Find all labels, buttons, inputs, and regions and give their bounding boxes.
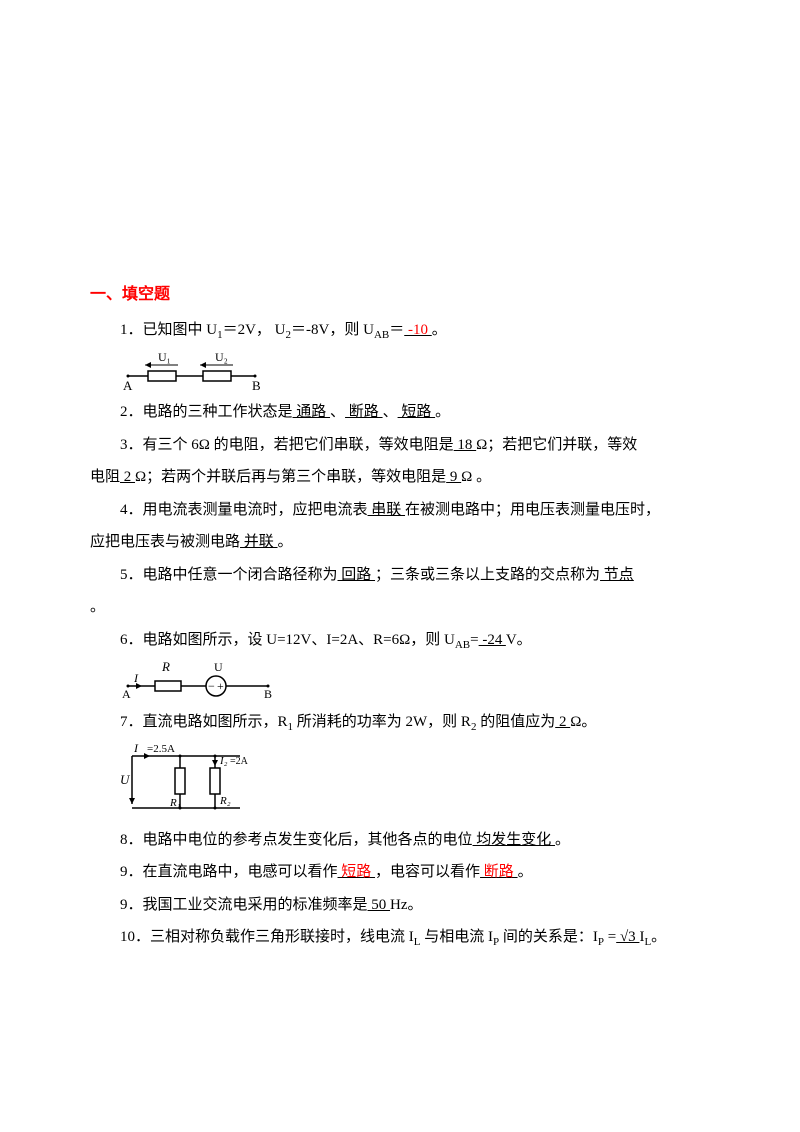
svg-text:U₂: U₂ xyxy=(215,350,228,364)
q6-mid1: = xyxy=(470,632,478,648)
q9a-suffix: 。 xyxy=(518,864,533,880)
q3-line2prefix: 电阻 xyxy=(90,469,120,485)
svg-text:−: − xyxy=(208,679,215,693)
question-2: 2．电路的三种工作状态是 通路 、 断路 、 短路 。 xyxy=(90,398,710,427)
q7-prefix: 7．直流电路如图所示，R xyxy=(120,714,288,730)
q7-diagram: I =2.5A U R₁ I₂ =2A R₂ xyxy=(120,742,710,820)
q1-mid3: ＝ xyxy=(389,322,404,338)
q9b-suffix: Hz。 xyxy=(390,897,423,913)
q4-suffix: 。 xyxy=(278,534,293,550)
q1-text: 1．已知图中 U xyxy=(120,322,217,338)
question-3: 3．有三个 6Ω 的电阻，若把它们串联，等效电阻是 18 Ω；若把它们并联，等效 xyxy=(90,431,710,460)
q2-prefix: 2．电路的三种工作状态是 xyxy=(120,404,293,420)
question-9a: 9．在直流电路中，电感可以看作 短路 ，电容可以看作 断路 。 xyxy=(90,858,710,887)
q7-mid2: 的阻值应为 xyxy=(476,714,555,730)
q4-line2prefix: 应把电压表与被测电路 xyxy=(90,534,240,550)
svg-text:I: I xyxy=(133,742,139,755)
q4-prefix: 4．用电流表测量电流时，应把电流表 xyxy=(120,502,368,518)
q5-ans2: 节点 xyxy=(600,567,634,583)
q2-ans1: 通路 xyxy=(293,404,331,420)
q6-diagram: R U A I − + B xyxy=(120,660,710,702)
q6-sub1: AB xyxy=(455,639,470,651)
q3-mid1: Ω；若把它们并联，等效 xyxy=(476,437,637,453)
q10-suffix: 。 xyxy=(651,929,666,945)
q9a-ans1: 短路 xyxy=(338,864,376,880)
svg-text:=2A: =2A xyxy=(230,756,249,767)
q4-mid1: 在被测电路中；用电压表测量电压时， xyxy=(405,502,660,518)
question-7: 7．直流电路如图所示，R1 所消耗的功率为 2W，则 R2 的阻值应为 2 Ω。 xyxy=(90,708,710,738)
question-10: 10．三相对称负载作三角形联接时，线电流 IL 与相电流 IP 间的关系是：IP… xyxy=(90,923,710,953)
question-5-line2: 。 xyxy=(90,593,710,622)
q9a-mid1: ，电容可以看作 xyxy=(375,864,480,880)
q6-answer: -24 xyxy=(479,632,506,648)
q2-ans2: 断路 xyxy=(345,404,383,420)
q9a-ans2: 断路 xyxy=(480,864,518,880)
q7-answer: 2 xyxy=(555,714,570,730)
svg-text:R: R xyxy=(161,660,170,674)
question-8: 8．电路中电位的参考点发生变化后，其他各点的电位 均发生变化 。 xyxy=(90,826,710,855)
svg-text:A: A xyxy=(122,687,131,701)
q10-mid3: = xyxy=(604,929,616,945)
q8-prefix: 8．电路中电位的参考点发生变化后，其他各点的电位 xyxy=(120,832,473,848)
q10-mid2: 间的关系是：I xyxy=(499,929,598,945)
q1-suffix: 。 xyxy=(432,322,447,338)
svg-text:R₂: R₂ xyxy=(219,795,231,807)
q3-ans1: 18 xyxy=(454,437,477,453)
q9a-prefix: 9．在直流电路中，电感可以看作 xyxy=(120,864,338,880)
q4-ans1: 串联 xyxy=(368,502,406,518)
question-4: 4．用电流表测量电流时，应把电流表 串联 在被测电路中；用电压表测量电压时， xyxy=(90,496,710,525)
q2-mid2: 、 xyxy=(383,404,398,420)
q7-mid1: 所消耗的功率为 2W，则 R xyxy=(293,714,471,730)
q6-suffix: V。 xyxy=(506,632,532,648)
q10-mid1: 与相电流 I xyxy=(420,929,493,945)
q3-ans3: 9 xyxy=(446,469,461,485)
q5-suffix: 。 xyxy=(90,599,105,615)
q7-suffix: Ω。 xyxy=(570,714,596,730)
svg-text:U: U xyxy=(214,660,223,674)
svg-text:U: U xyxy=(120,772,131,787)
q3-prefix: 3．有三个 6Ω 的电阻，若把它们串联，等效电阻是 xyxy=(120,437,454,453)
q10-answer: √3 xyxy=(616,929,639,945)
q5-prefix: 5．电路中任意一个闭合路径称为 xyxy=(120,567,338,583)
q1-answer: -10 xyxy=(404,322,432,338)
question-9b: 9．我国工业交流电采用的标准频率是 50 Hz。 xyxy=(90,891,710,920)
svg-text:B: B xyxy=(252,378,261,392)
q2-mid1: 、 xyxy=(330,404,345,420)
q8-answer: 均发生变化 xyxy=(473,832,556,848)
q1-sub3: AB xyxy=(374,329,389,341)
svg-text:I: I xyxy=(133,671,139,685)
q9b-prefix: 9．我国工业交流电采用的标准频率是 xyxy=(120,897,368,913)
q4-ans2: 并联 xyxy=(240,534,278,550)
svg-text:B: B xyxy=(264,687,272,701)
question-6: 6．电路如图所示，设 U=12V、I=2A、R=6Ω，则 UAB= -24 V。 xyxy=(90,626,710,656)
q2-ans3: 短路 xyxy=(398,404,436,420)
svg-text:U₁: U₁ xyxy=(158,350,171,364)
q1-mid2: ＝-8V，则 U xyxy=(291,322,374,338)
svg-text:=2.5A: =2.5A xyxy=(147,743,175,755)
q6-prefix: 6．电路如图所示，设 U=12V、I=2A、R=6Ω，则 U xyxy=(120,632,455,648)
question-3-line2: 电阻 2 Ω；若两个并联后再与第三个串联，等效电阻是 9 Ω 。 xyxy=(90,463,710,492)
q8-suffix: 。 xyxy=(555,832,570,848)
question-4-line2: 应把电压表与被测电路 并联 。 xyxy=(90,528,710,557)
q9b-answer: 50 xyxy=(368,897,391,913)
q2-suffix: 。 xyxy=(435,404,450,420)
svg-text:+: + xyxy=(217,679,224,693)
q1-mid1: ＝2V， U xyxy=(223,322,286,338)
section-title: 一、填空题 xyxy=(90,280,710,310)
question-5: 5．电路中任意一个闭合路径称为 回路 ；三条或三条以上支路的交点称为 节点 xyxy=(90,561,710,590)
q1-diagram: U₁ U₂ A B xyxy=(120,350,710,392)
q3-suffix: Ω 。 xyxy=(461,469,491,485)
svg-text:A: A xyxy=(123,378,133,392)
q5-mid1: ；三条或三条以上支路的交点称为 xyxy=(375,567,600,583)
svg-text:I₂: I₂ xyxy=(219,755,228,767)
q5-ans1: 回路 xyxy=(338,567,376,583)
q3-ans2: 2 xyxy=(120,469,135,485)
question-1: 1．已知图中 U1＝2V， U2＝-8V，则 UAB＝ -10 。 xyxy=(90,316,710,346)
q10-prefix: 10．三相对称负载作三角形联接时，线电流 I xyxy=(120,929,414,945)
q3-mid2: Ω；若两个并联后再与第三个串联，等效电阻是 xyxy=(135,469,446,485)
